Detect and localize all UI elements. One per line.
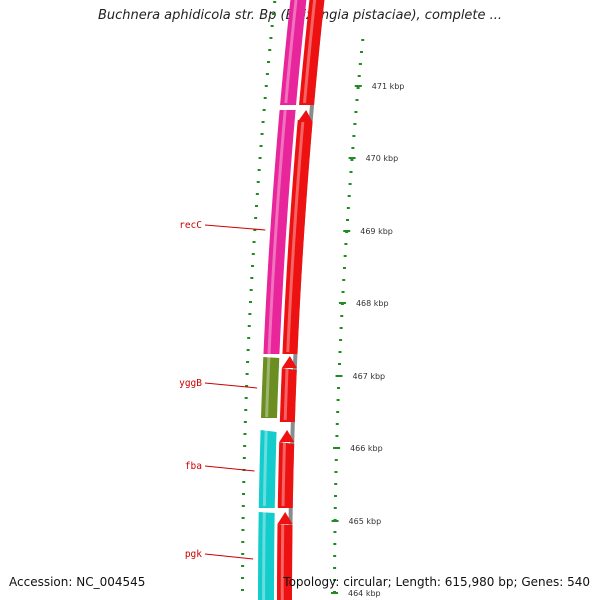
ruler-label: 467 kbp <box>353 372 386 381</box>
orf-feature-2-shine <box>286 119 305 353</box>
gene-label-yggB: yggB <box>179 378 202 389</box>
orf-feature-4-shine <box>281 441 286 507</box>
orf-arrow-5 <box>277 512 293 524</box>
gene-label-fba: fba <box>185 461 202 472</box>
ruler-label: 466 kbp <box>350 444 383 453</box>
gene-feature-magenta-1 <box>280 0 307 105</box>
gene-leader-line <box>204 382 258 389</box>
ruler-label: 471 kbp <box>372 82 405 91</box>
gene-feature-magenta-2-shine <box>267 109 287 355</box>
ruler-label: 464 kbp <box>348 589 381 598</box>
ruler-label: 468 kbp <box>356 299 389 308</box>
gene-leader-line <box>204 224 266 231</box>
gene-feature-fba <box>258 430 277 508</box>
accession-label: Accession: NC_004545 <box>9 575 146 589</box>
ruler-labels: 471 kbp 470 kbp 469 kbp 468 kbp 467 kbp 466 k… <box>331 82 404 598</box>
orf-feature-2 <box>282 120 313 354</box>
orf-arrow-3 <box>281 356 297 368</box>
gene-feature-magenta-1-shine <box>284 0 298 104</box>
gene-feature-pgk <box>258 512 275 600</box>
gene-feature-fba-shine <box>262 429 268 507</box>
orf-feature-5 <box>277 524 293 600</box>
gene-feature-magenta-2 <box>263 110 296 354</box>
gene-feature-yggB-shine <box>265 356 271 418</box>
gene-leader-line <box>204 465 255 472</box>
orf-feature-1 <box>299 0 325 105</box>
genome-summary: Topology: circular; Length: 615,980 bp; … <box>283 575 590 589</box>
orf-feature-3-shine <box>283 367 289 421</box>
orf-feature-3 <box>279 368 297 422</box>
gene-label-recC: recC <box>179 220 202 231</box>
orf-arrow-2 <box>297 110 313 122</box>
inner-ticks <box>241 1 277 591</box>
orf-feature-5-shine <box>280 523 285 600</box>
outer-ticks <box>333 39 365 593</box>
orf-arrow-4 <box>279 430 295 442</box>
gene-feature-pgk-shine <box>262 511 266 600</box>
gene-leader-line <box>204 553 254 560</box>
gene-feature-yggB <box>260 357 280 418</box>
gene-labels: recC yggB fba pgk <box>179 220 266 560</box>
feature-tracks <box>258 0 325 600</box>
ruler-label: 465 kbp <box>349 517 382 526</box>
ruler-label: 469 kbp <box>360 227 393 236</box>
orf-feature-4 <box>277 442 295 508</box>
gene-label-pgk: pgk <box>185 549 202 560</box>
orf-feature-1-shine <box>302 0 317 104</box>
ruler-label: 470 kbp <box>366 154 399 163</box>
